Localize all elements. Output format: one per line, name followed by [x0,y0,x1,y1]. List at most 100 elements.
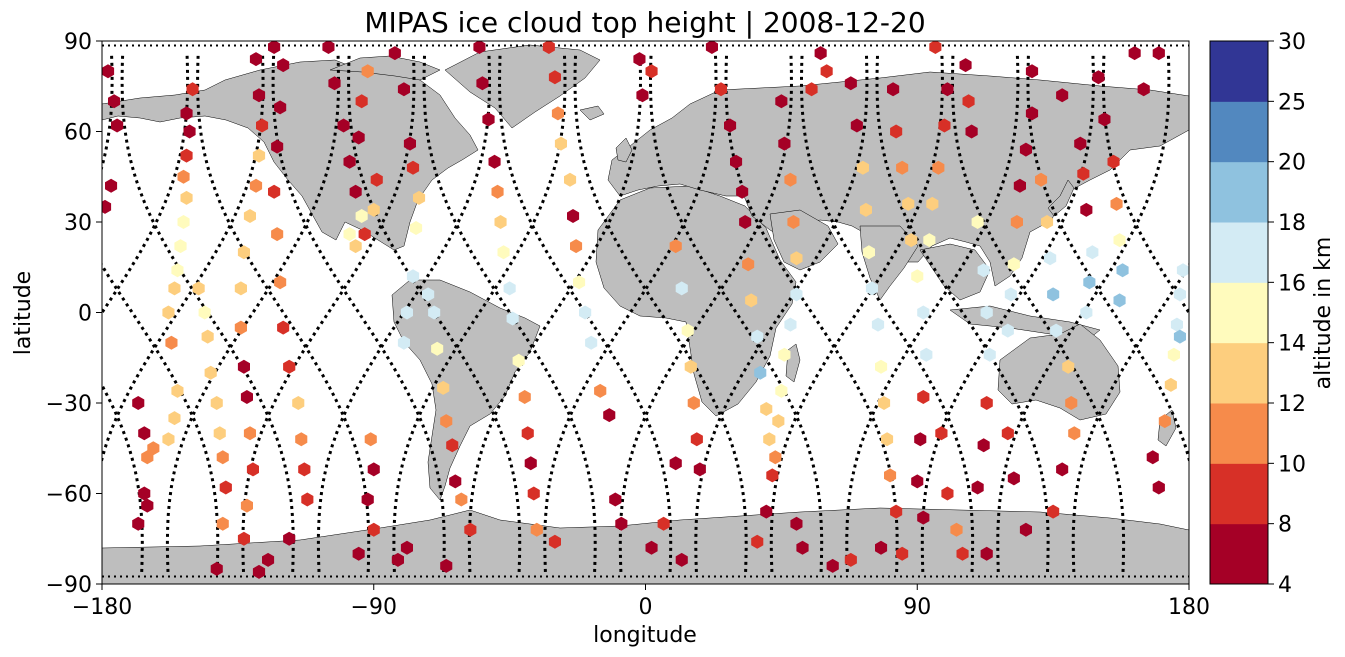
cloud-point [890,124,903,139]
cloud-point [1152,46,1165,61]
cloud-point [551,106,564,121]
cloud-point [234,320,247,335]
cloud-point [1164,377,1177,392]
cloud-point [1176,263,1189,278]
cloud-point [865,281,878,296]
cloud-point [132,516,145,531]
cloud-point [548,534,561,549]
cloud-point [406,269,420,284]
colorbar-tick-label: 14 [1278,332,1306,357]
cloud-point [198,305,211,320]
cloud-point [1062,359,1075,374]
cloud-point [564,172,577,187]
cloud-point [268,184,281,199]
cloud-point [1007,257,1020,272]
cloud-point [473,41,486,54]
cloud-point [249,52,263,67]
cloud-point [252,148,266,163]
cloud-point [1170,317,1183,332]
cloud-point [491,184,504,199]
y-tick-label: −30 [46,392,92,417]
orbit-track [649,53,824,572]
cloud-point [693,462,706,477]
orbit-track [102,382,144,572]
cloud-point [177,169,190,184]
orbit-track [422,53,597,572]
colorbar-tick-label: 16 [1278,271,1306,296]
cloud-point [926,196,939,211]
orbit-track [196,53,371,572]
cloud-point [192,281,205,296]
cloud-point [1004,287,1017,302]
cloud-point [962,94,975,109]
cloud-point [1173,287,1186,302]
cloud-point [246,462,259,477]
orbit-track [1071,262,1189,572]
cloud-point [512,353,525,368]
y-tick-label: 30 [64,211,92,236]
land-arabia [769,209,839,271]
cloud-point [277,58,290,73]
cloud-point [585,335,598,350]
cloud-point [905,233,918,248]
cloud-point [675,281,688,296]
cloud-point [681,323,694,338]
cloud-point [1173,329,1186,344]
cloud-point [675,552,688,567]
cloud-point [397,82,410,97]
orbit-track [543,53,718,572]
orbit-track [875,53,1050,572]
x-axis-ticks: −180 −90 0 90 180 [72,584,1210,620]
colorbar-tick-label: 18 [1278,211,1306,236]
cloud-point [751,534,764,549]
y-axis-ticks: −90 −60 −30 0 30 60 90 [46,30,102,598]
orbit-track [996,53,1171,572]
cloud-point [775,383,788,398]
cloud-point [428,305,441,320]
cloud-point [739,215,752,229]
cloud-point [609,492,622,507]
cloud-point [941,486,954,501]
colorbar-tick-label: 8 [1278,513,1292,538]
cloud-point [274,275,287,290]
cloud-point [1116,263,1129,278]
cloud-point [370,172,383,187]
cloud-point [446,438,459,453]
cloud-point [567,209,580,223]
colorbar-frame [1209,40,1269,585]
cloud-point [1092,70,1105,85]
cloud-point [778,347,791,362]
cloud-point [262,552,275,567]
y-tick-label: 60 [64,121,92,146]
orbit-track [347,53,522,572]
cloud-point [790,516,803,531]
cloud-point [482,112,495,127]
cloud-point [249,178,263,193]
cloud-point [271,139,284,154]
cloud-point [714,82,727,97]
cloud-point [210,561,223,576]
cloud-point [518,390,531,404]
cloud-point [1041,215,1054,229]
cloud-point [391,552,404,567]
colorbar-segment [1210,282,1268,344]
orbit-track [392,53,567,572]
cloud-point [690,432,703,447]
cloud-point [298,462,311,477]
cloud-point [1019,142,1032,157]
cloud-point [274,100,287,115]
cloud-point [403,136,416,151]
cloud-point [301,492,314,507]
land-australia [997,323,1121,421]
cloud-point [497,245,510,260]
colorbar-tick-label: 10 [1278,452,1306,477]
cloud-point [1050,323,1063,338]
cloud-point [147,441,160,456]
cloud-point [349,239,362,254]
y-tick-label: 90 [64,30,92,55]
cloud-point [283,359,296,374]
cloud-point [633,52,646,67]
cloud-point [397,335,410,350]
cloud-point [754,365,767,380]
